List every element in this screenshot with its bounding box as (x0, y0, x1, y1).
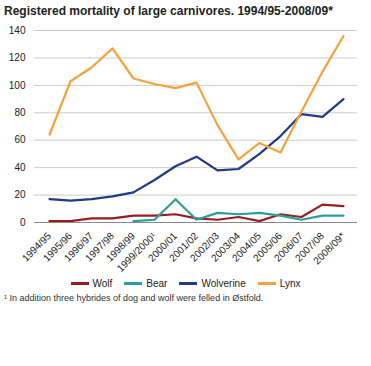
svg-text:0: 0 (20, 217, 26, 228)
svg-text:2005/06: 2005/06 (250, 230, 285, 264)
html-text:Wolf: Wolf (92, 278, 113, 289)
svg-text:2006/07: 2006/07 (271, 230, 306, 264)
svg-text:1999/2000¹: 1999/2000¹ (114, 230, 159, 274)
svg-text:60: 60 (14, 134, 26, 145)
html-text:Wolverine: Wolverine (201, 278, 246, 289)
svg-text:140: 140 (9, 25, 26, 36)
html-text:Bear: Bear (146, 278, 168, 289)
svg-text:2002/03: 2002/03 (187, 230, 222, 264)
svg-text:20: 20 (14, 189, 26, 200)
svg-text:2007/08: 2007/08 (292, 230, 327, 264)
svg-text:2004/05: 2004/05 (229, 230, 264, 264)
svg-text:1998/99: 1998/99 (103, 230, 138, 264)
svg-text:120: 120 (9, 52, 26, 63)
svg-text:2008/09*: 2008/09* (311, 230, 347, 266)
html-text:Lynx: Lynx (279, 278, 301, 289)
svg-text:1997/98: 1997/98 (82, 230, 117, 264)
svg-text:80: 80 (14, 107, 26, 118)
svg-text:1995/96: 1995/96 (40, 230, 75, 264)
svg-text:2001/02: 2001/02 (166, 230, 201, 264)
svg-text:1996/97: 1996/97 (61, 230, 96, 264)
html-text:Registered mortality of large: Registered mortality of large carnivores… (4, 4, 333, 18)
svg-text:2000/01: 2000/01 (145, 230, 180, 264)
svg-text:100: 100 (9, 80, 26, 91)
svg-text:2003/04: 2003/04 (208, 230, 243, 264)
html-text:¹ In addition three hybrides o: ¹ In addition three hybrides of dog and … (4, 293, 264, 303)
svg-text:1994/95: 1994/95 (19, 230, 54, 264)
svg-text:40: 40 (14, 162, 26, 173)
